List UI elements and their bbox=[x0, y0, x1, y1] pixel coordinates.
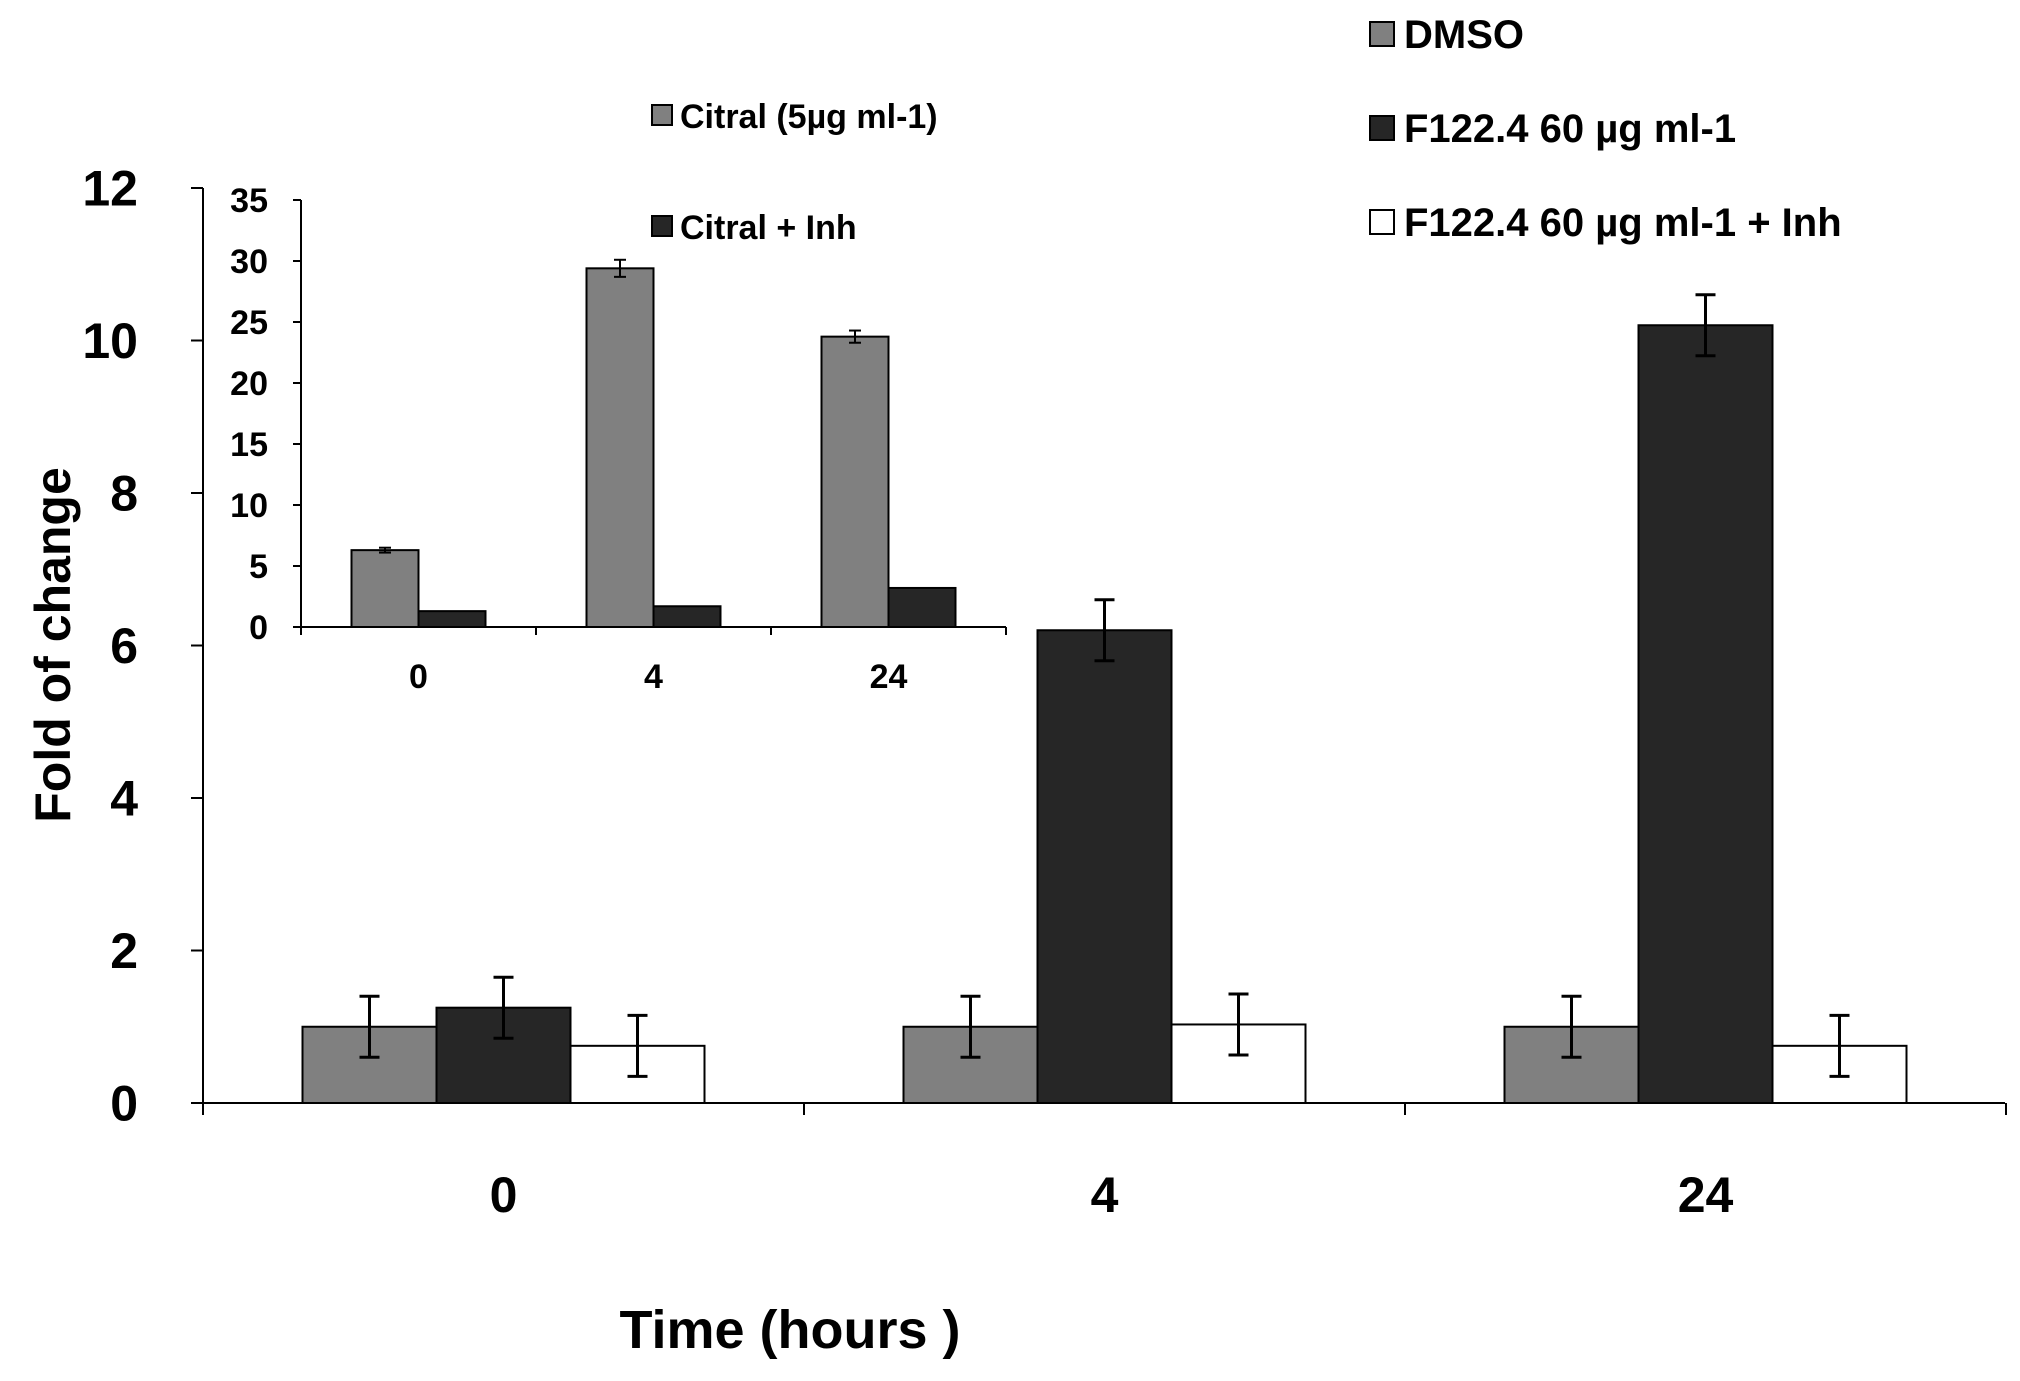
main-x-axis-title: Time (hours ) bbox=[619, 1300, 960, 1360]
inset-y-tick-label: 10 bbox=[230, 487, 268, 525]
main-bars bbox=[301, 324, 1908, 1105]
inset-error-bars bbox=[379, 258, 861, 554]
inset-bar bbox=[417, 610, 487, 629]
inset-bar bbox=[820, 335, 890, 628]
inset-bar bbox=[887, 586, 957, 629]
inset-bars bbox=[350, 267, 957, 629]
main-y-tick-label: 4 bbox=[110, 771, 138, 827]
main-x-tick-label: 0 bbox=[490, 1167, 518, 1223]
legend-swatch-f122-inh bbox=[1369, 209, 1395, 235]
main-y-axis-title: Fold of change bbox=[25, 467, 81, 823]
legend-label-citral-inh: Citral + Inh bbox=[680, 209, 857, 247]
inset-x-tick-label: 4 bbox=[644, 658, 663, 696]
inset-bar bbox=[585, 267, 655, 628]
main-error-bars bbox=[359, 293, 1850, 1078]
inset-y-tick-label: 25 bbox=[230, 304, 268, 342]
legend-label-f122: F122.4 60 µg ml-1 bbox=[1404, 107, 1736, 151]
main-y-tick-label: 2 bbox=[110, 923, 138, 979]
inset-y-tick-label: 30 bbox=[230, 243, 268, 281]
inset-y-tick-label: 0 bbox=[249, 609, 268, 647]
main-y-tick-label: 12 bbox=[82, 161, 138, 217]
main-y-tick-label: 6 bbox=[110, 618, 138, 674]
inset-x-tick-label: 24 bbox=[870, 658, 908, 696]
main-bar bbox=[1637, 324, 1774, 1104]
inset-y-tick-label: 35 bbox=[230, 182, 268, 220]
main-x-tick-label: 4 bbox=[1091, 1167, 1119, 1223]
legend-swatch-citral-inh bbox=[651, 215, 673, 237]
legend-swatch-f122 bbox=[1369, 115, 1395, 141]
main-y-tick-label: 0 bbox=[110, 1076, 138, 1132]
main-legend: DMSO F122.4 60 µg ml-1 F122.4 60 µg ml-1… bbox=[1369, 13, 1842, 245]
legend-label-dmso: DMSO bbox=[1404, 13, 1524, 57]
inset-y-tick-label: 20 bbox=[230, 365, 268, 403]
inset-axes: 0 5 10 15 20 25 30 35 0 4 24 bbox=[230, 182, 1007, 696]
inset-y-tick-label: 5 bbox=[249, 548, 268, 586]
main-x-tick-label: 24 bbox=[1678, 1167, 1734, 1223]
legend-label-f122-inh: F122.4 60 µg ml-1 + Inh bbox=[1404, 201, 1842, 245]
main-y-tick-label: 8 bbox=[110, 466, 138, 522]
legend-swatch-dmso bbox=[1369, 21, 1395, 47]
legend-swatch-citral bbox=[651, 104, 673, 126]
legend-label-citral: Citral (5µg ml-1) bbox=[680, 98, 938, 136]
inset-x-tick-label: 0 bbox=[409, 658, 428, 696]
main-bar bbox=[1036, 629, 1173, 1104]
main-y-tick-label: 10 bbox=[82, 313, 138, 369]
inset-legend: Citral (5µg ml-1) Citral + Inh bbox=[651, 98, 938, 247]
inset-bar bbox=[652, 605, 722, 629]
inset-bar bbox=[350, 549, 420, 629]
inset-y-tick-label: 15 bbox=[230, 426, 268, 464]
